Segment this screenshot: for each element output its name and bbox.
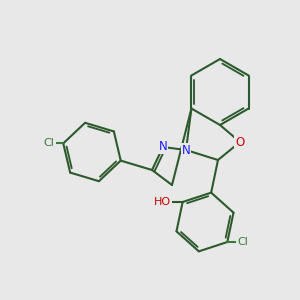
Text: HO: HO xyxy=(154,197,171,207)
Text: Cl: Cl xyxy=(44,138,55,148)
Text: O: O xyxy=(236,136,244,148)
Text: Cl: Cl xyxy=(237,237,248,247)
Text: N: N xyxy=(159,140,167,154)
Text: N: N xyxy=(182,143,190,157)
